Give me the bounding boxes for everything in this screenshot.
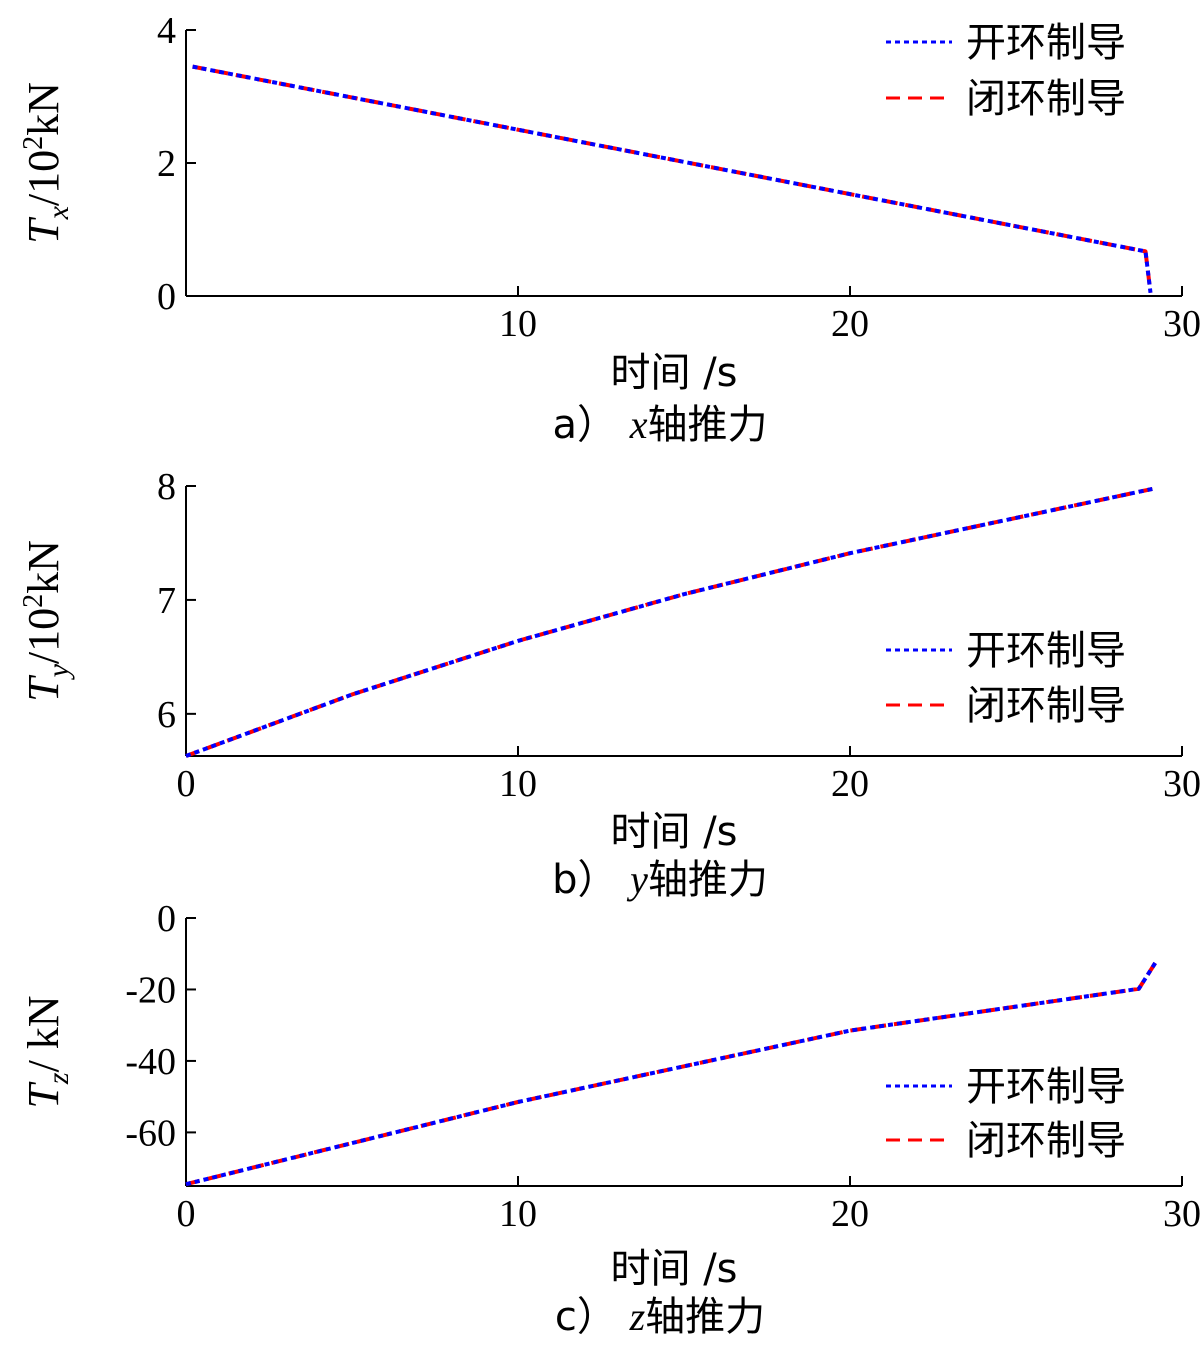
series-line-1 <box>185 486 1156 758</box>
y-tick-label: 7 <box>157 580 176 622</box>
x-tick-label: 10 <box>499 303 537 345</box>
x-tick-label: 10 <box>499 763 537 805</box>
y-tick-label: 0 <box>157 276 176 318</box>
x-tick-label: 20 <box>831 1193 869 1235</box>
y-tick-label: 0 <box>157 898 176 940</box>
y-tick-label: 2 <box>157 143 176 185</box>
y-tick-label: 4 <box>157 10 176 52</box>
series-line-2 <box>192 64 1153 293</box>
y-tick-label: 6 <box>157 694 176 736</box>
panel-caption: c） z轴推力 <box>555 1294 765 1340</box>
y-axis-label: Tx/102kN <box>18 82 75 244</box>
legend-label-2: 闭环制导 <box>966 76 1126 122</box>
series-line-1 <box>185 961 1158 1187</box>
legend-label-1: 开环制导 <box>966 20 1126 66</box>
y-tick-label: -20 <box>125 969 176 1011</box>
x-tick-label: 0 <box>177 1193 196 1235</box>
y-tick-label: 8 <box>157 466 176 508</box>
x-tick-label: 20 <box>831 763 869 805</box>
y-axis-label: Ty/102kN <box>18 540 75 702</box>
x-axis-label: 时间 /s <box>610 350 737 396</box>
y-tick-label: -60 <box>125 1112 176 1154</box>
x-axis-label: 时间 /s <box>610 1246 737 1292</box>
x-tick-label: 20 <box>831 303 869 345</box>
legend-label-1: 开环制导 <box>966 628 1126 674</box>
x-axis-label: 时间 /s <box>610 809 737 855</box>
legend-label-2: 闭环制导 <box>966 1118 1126 1164</box>
y-axis-label: Tz/ kN <box>19 995 75 1108</box>
panel-caption: a） x轴推力 <box>553 402 768 448</box>
x-tick-label: 30 <box>1163 763 1200 805</box>
panel-caption: b） y轴推力 <box>552 857 768 903</box>
legend-label-1: 开环制导 <box>966 1064 1126 1110</box>
x-tick-label: 30 <box>1163 303 1200 345</box>
x-tick-label: 30 <box>1163 1193 1200 1235</box>
legend-label-2: 闭环制导 <box>966 683 1126 729</box>
x-tick-label: 0 <box>177 763 196 805</box>
x-tick-label: 10 <box>499 1193 537 1235</box>
y-tick-label: -40 <box>125 1041 176 1083</box>
